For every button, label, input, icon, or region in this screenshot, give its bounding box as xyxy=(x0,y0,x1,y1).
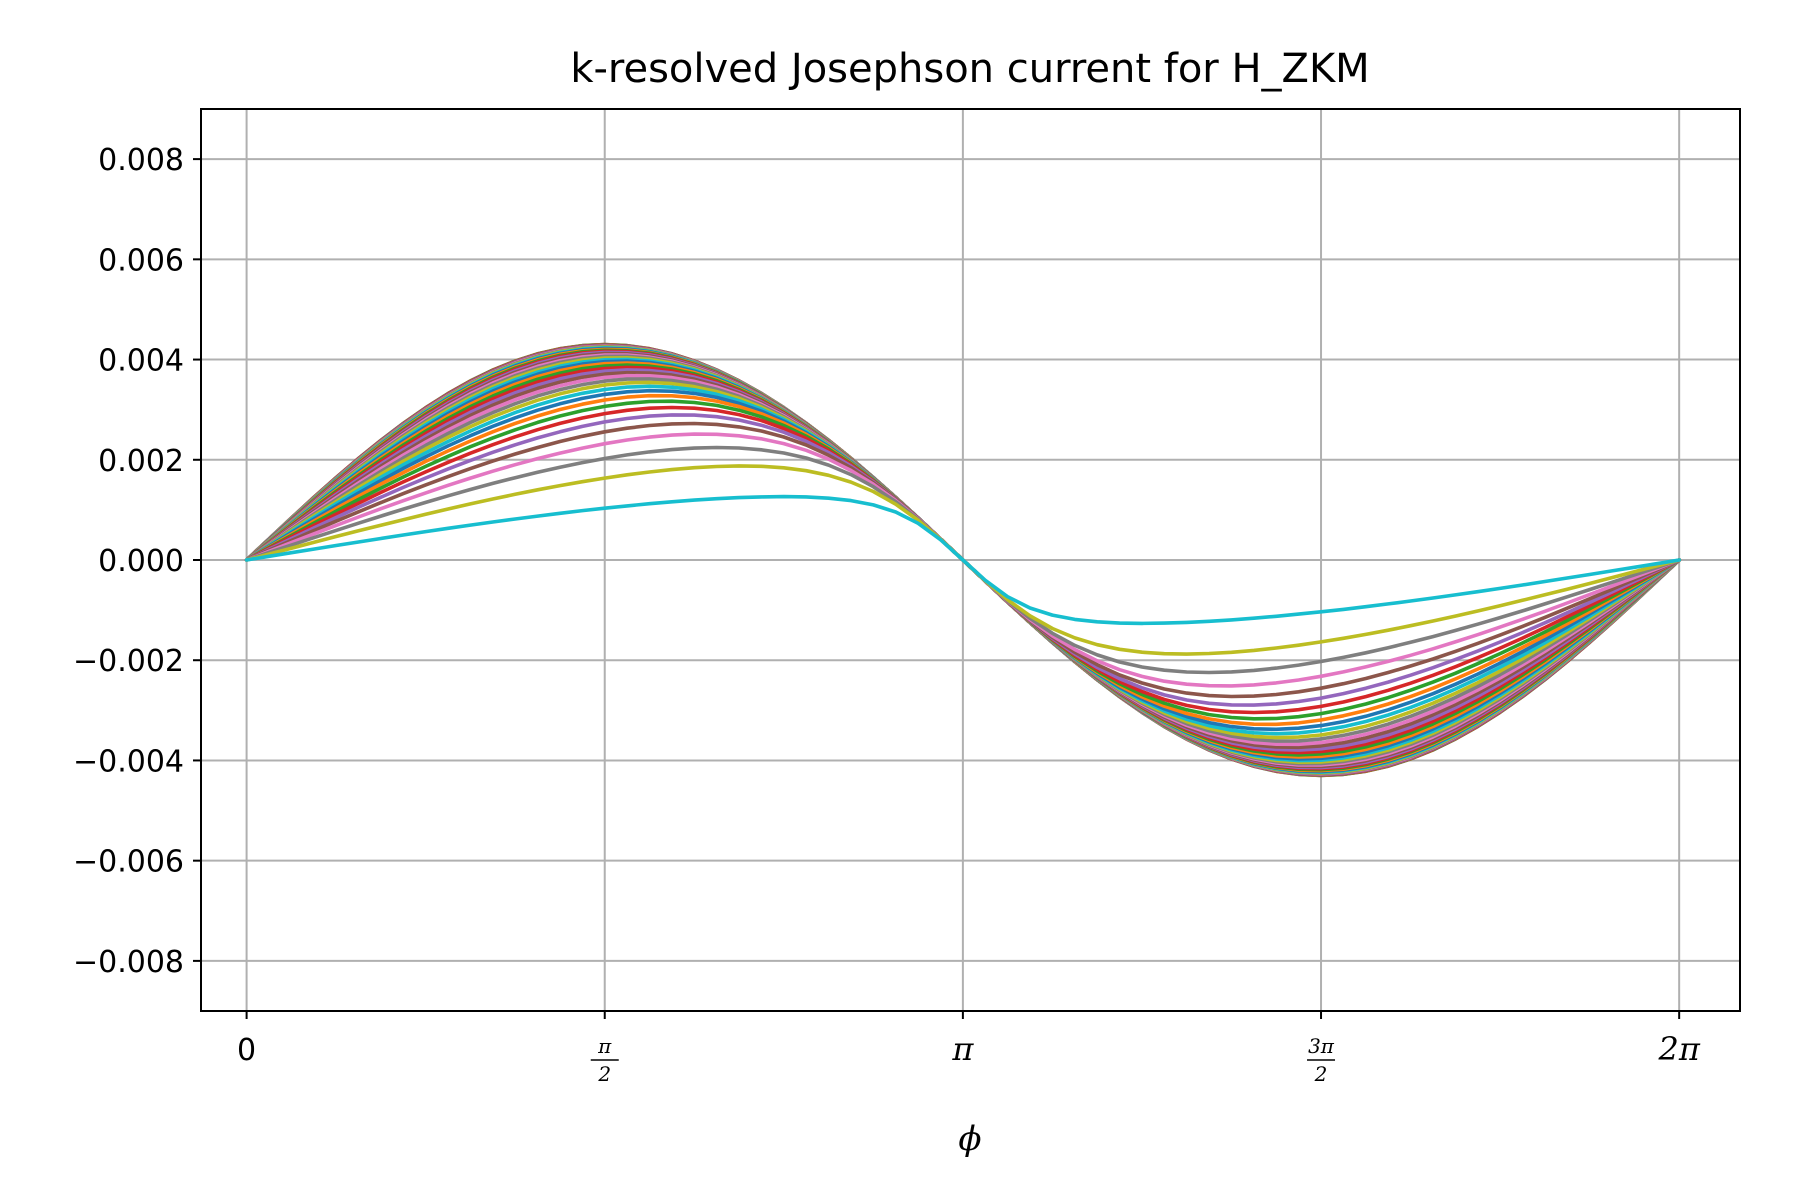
chart-title: k-resolved Josephson current for H_ZKM xyxy=(570,46,1369,92)
y-tick-label: 0.006 xyxy=(98,243,184,278)
y-tick-label: −0.004 xyxy=(73,744,184,779)
x-tick-label-fraction: π2 xyxy=(591,1034,619,1086)
y-tick-label: 0.008 xyxy=(98,143,184,178)
x-tick-label: 2π xyxy=(1657,1030,1700,1068)
y-tick-label: −0.002 xyxy=(73,644,184,679)
y-tick-label: −0.008 xyxy=(73,945,184,980)
x-tick-label: π xyxy=(951,1030,974,1068)
x-tick-label-numerator: 3π xyxy=(1308,1034,1335,1058)
y-tick-label: 0.000 xyxy=(98,544,184,579)
x-axis-label: ϕ xyxy=(958,1119,981,1159)
x-tick-label-denominator: 2 xyxy=(597,1062,611,1086)
x-tick-label-numerator: π xyxy=(597,1034,612,1058)
y-tick-label: −0.006 xyxy=(73,845,184,880)
y-tick-label: 0.002 xyxy=(98,444,184,479)
x-tick-label-fraction: 3π2 xyxy=(1307,1034,1335,1086)
grid xyxy=(201,109,1740,1011)
x-tick-label: 0 xyxy=(237,1033,256,1068)
y-tick-label: 0.004 xyxy=(98,344,184,379)
x-tick-label-denominator: 2 xyxy=(1314,1062,1328,1086)
